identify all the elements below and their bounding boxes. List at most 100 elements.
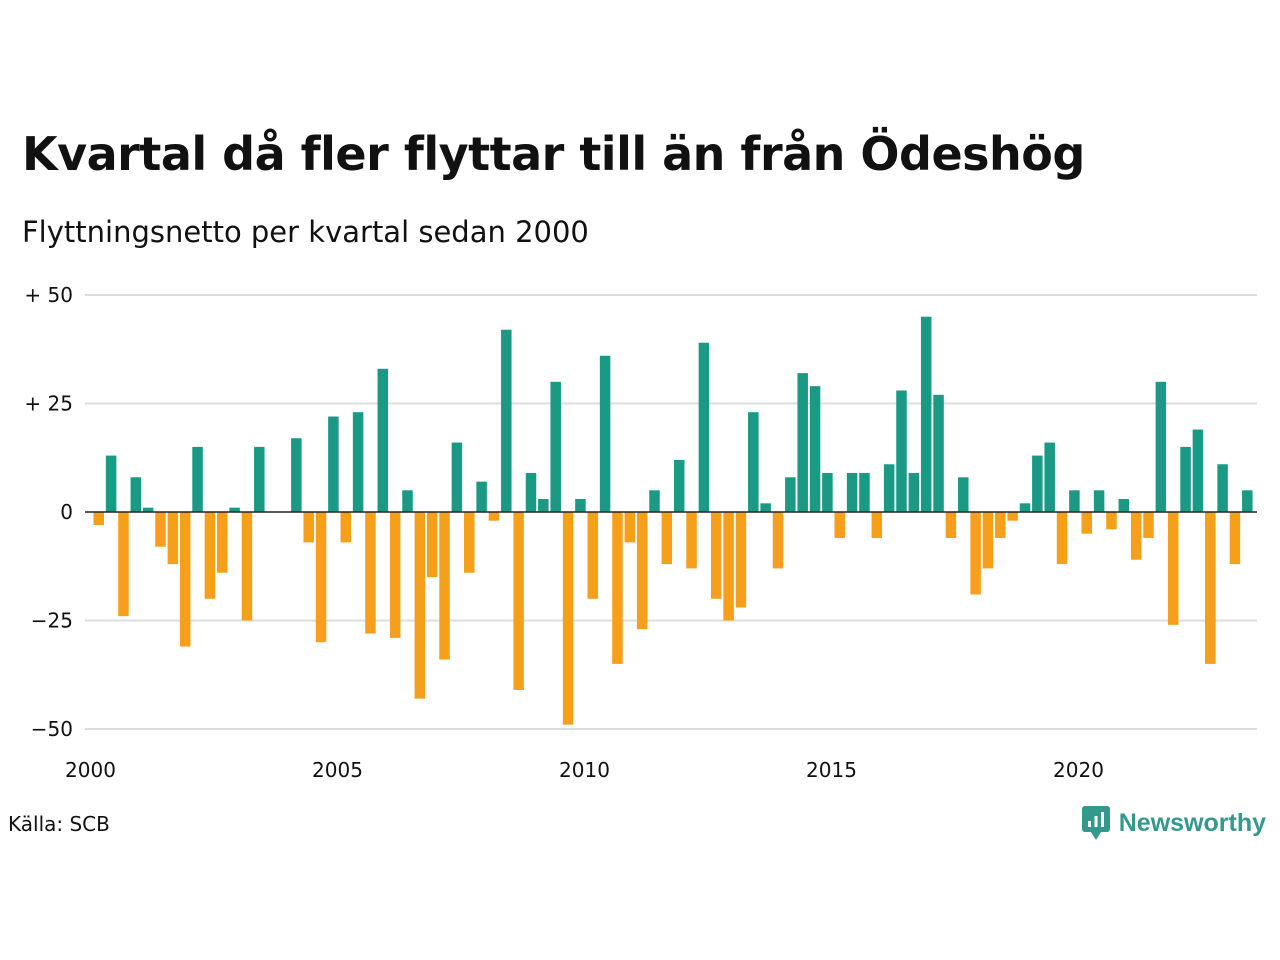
- source-note: Källa: SCB: [8, 812, 110, 836]
- bar-negative: [241, 512, 253, 621]
- bar-positive: [575, 498, 586, 512]
- y-tick-label: + 50: [24, 283, 73, 307]
- bar-positive: [451, 442, 463, 512]
- bar-negative: [1167, 512, 1179, 625]
- bar-positive: [1217, 464, 1228, 512]
- bar-negative: [365, 512, 376, 634]
- bar-negative: [155, 512, 166, 547]
- bar-negative: [340, 512, 351, 543]
- axes: + 50 + 25 0 −25 −50 2000 2005 2010 2015 2020: [24, 283, 1257, 782]
- bar-negative: [995, 512, 1006, 539]
- bar-negative: [587, 512, 598, 599]
- bar-negative: [118, 512, 129, 617]
- bar-negative: [1130, 512, 1142, 560]
- bar-positive: [649, 490, 660, 512]
- bar-positive: [254, 446, 265, 512]
- bar-negative: [612, 512, 623, 664]
- bar-negative: [1056, 512, 1068, 565]
- bar-negative: [464, 512, 475, 573]
- bar-positive: [291, 438, 302, 512]
- bar-positive: [822, 472, 833, 512]
- bar-positive: [550, 381, 561, 512]
- bar-positive: [1019, 503, 1031, 512]
- bar-positive: [933, 394, 944, 512]
- bar-positive: [142, 507, 154, 512]
- bar-positive: [1118, 498, 1130, 512]
- bar-negative: [970, 512, 981, 595]
- bar-negative: [315, 512, 327, 643]
- bar-positive: [748, 412, 759, 512]
- bar-negative: [303, 512, 314, 543]
- bar-positive: [908, 472, 920, 512]
- bar-positive: [538, 498, 549, 512]
- bar-positive: [402, 490, 413, 512]
- bar-positive: [859, 472, 870, 512]
- logo-text: Newsworthy: [1118, 808, 1266, 837]
- bar-negative: [772, 512, 784, 569]
- newsworthy-logo: Newsworthy: [1081, 803, 1266, 843]
- bar-negative: [1007, 512, 1018, 521]
- x-tick-label: 2005: [312, 758, 363, 782]
- bar-negative: [1081, 512, 1092, 534]
- bar-positive: [760, 503, 771, 512]
- bar-negative: [871, 512, 883, 539]
- gridlines: [85, 294, 1257, 730]
- y-tick-label: 0: [60, 500, 73, 524]
- y-tick-label: −25: [31, 609, 73, 633]
- bar-positive: [809, 386, 821, 512]
- bar-positive: [920, 316, 932, 512]
- bar-positive: [1032, 455, 1043, 512]
- bar-negative: [735, 512, 747, 608]
- bar-positive: [599, 355, 611, 512]
- bar-negative: [179, 512, 191, 647]
- chart-title: Kvartal då fler flyttar till än från Öde…: [22, 127, 1085, 181]
- bar-positive: [1093, 490, 1105, 512]
- x-tick-label: 2020: [1053, 758, 1104, 782]
- bar-positive: [476, 481, 487, 512]
- bar-negative: [1205, 512, 1216, 664]
- bar-negative: [204, 512, 216, 599]
- bar-negative: [686, 512, 697, 569]
- bar-positive: [1155, 381, 1167, 512]
- bar-negative: [93, 512, 104, 526]
- bar-positive: [958, 477, 969, 512]
- bar-positive: [785, 477, 796, 512]
- bar-negative: [414, 512, 426, 699]
- x-tick-label: 2015: [806, 758, 857, 782]
- bar-negative: [945, 512, 957, 539]
- bar-negative: [167, 512, 179, 565]
- bar-positive: [105, 455, 117, 512]
- bar-negative: [1143, 512, 1154, 539]
- bar-negative: [1229, 512, 1241, 565]
- bar-positive: [525, 472, 537, 512]
- bar-negative: [439, 512, 450, 660]
- x-tick-label: 2010: [559, 758, 610, 782]
- y-tick-label: + 25: [24, 392, 73, 416]
- bar-positive: [896, 390, 907, 512]
- chart-subtitle: Flyttningsnetto per kvartal sedan 2000: [22, 215, 589, 249]
- bar-positive: [328, 416, 339, 512]
- bar-positive: [352, 412, 364, 512]
- bar-positive: [846, 472, 858, 512]
- x-tick-label: 2000: [65, 758, 116, 782]
- bar-negative: [624, 512, 636, 543]
- bar-negative: [982, 512, 994, 569]
- bar-negative: [562, 512, 574, 725]
- bar-negative: [723, 512, 734, 621]
- bar-positive: [1044, 442, 1055, 512]
- bar-positive: [130, 477, 142, 512]
- bars: [93, 316, 1253, 725]
- bar-negative: [389, 512, 401, 638]
- bar-negative: [711, 512, 722, 599]
- bar-negative: [1106, 512, 1117, 530]
- bar-positive: [797, 373, 808, 512]
- bar-positive: [1192, 429, 1204, 512]
- bar-positive: [377, 368, 389, 512]
- y-tick-label: −50: [31, 717, 73, 741]
- bar-positive: [698, 342, 710, 512]
- bar-positive: [673, 459, 685, 512]
- bar-positive: [1069, 490, 1080, 512]
- bar-positive: [883, 464, 895, 512]
- bar-positive: [229, 507, 240, 512]
- bar-negative: [426, 512, 438, 578]
